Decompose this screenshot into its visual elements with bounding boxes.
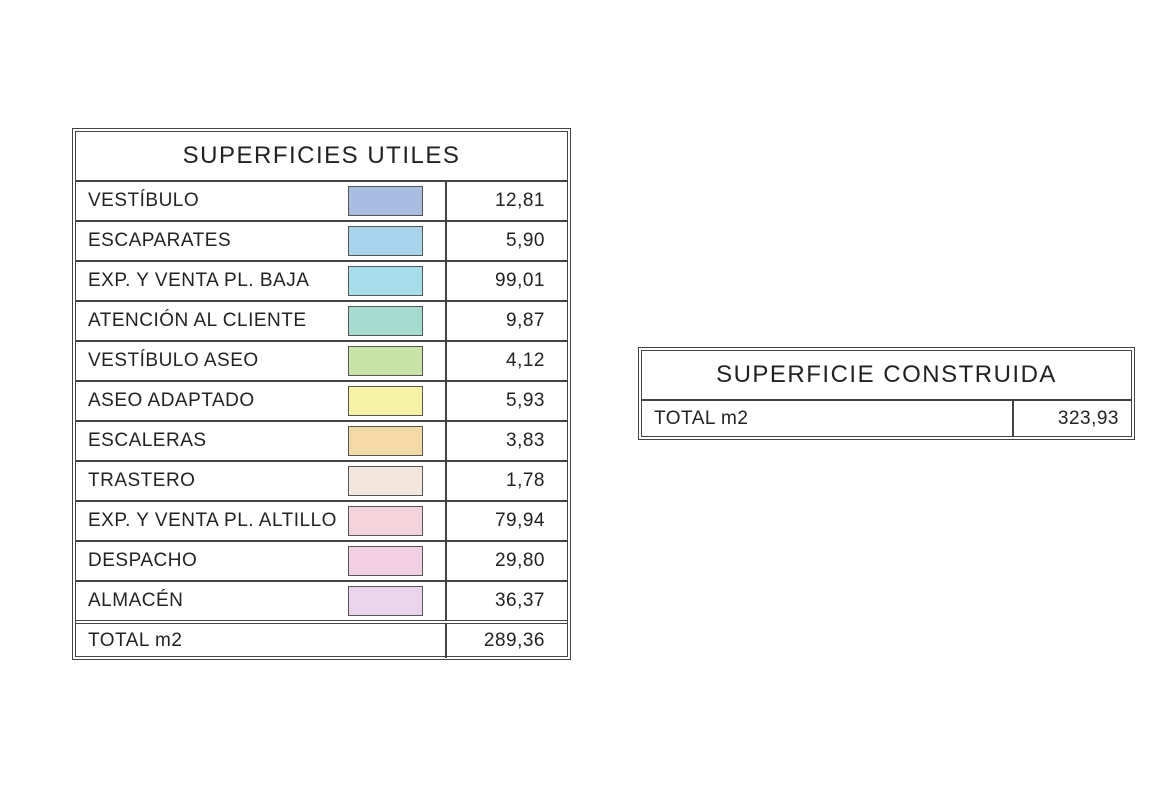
row-line: [76, 260, 567, 262]
color-swatch: [348, 266, 423, 296]
total-label: TOTAL m2: [88, 630, 183, 651]
area-value: 12,81: [445, 182, 567, 220]
area-value: 5,93: [445, 382, 567, 420]
row-line: [76, 540, 567, 542]
area-value: 99,01: [445, 262, 567, 300]
color-swatch: [348, 186, 423, 216]
color-swatch: [348, 586, 423, 616]
area-label: VESTÍBULO: [88, 190, 200, 211]
color-swatch: [348, 466, 423, 496]
table-title: SUPERFICIES UTILES: [182, 142, 461, 169]
row-line: [76, 420, 567, 422]
row-line: [76, 580, 567, 582]
area-label: TRASTERO: [88, 470, 196, 491]
area-label: EXP. Y VENTA PL. ALTILLO: [88, 510, 337, 531]
color-swatch: [348, 546, 423, 576]
area-label: ALMACÉN: [88, 590, 184, 611]
area-value: 1,78: [445, 462, 567, 500]
row-line: [76, 620, 567, 624]
area-value: 9,87: [445, 302, 567, 340]
total-value: 289,36: [445, 624, 567, 658]
area-label: ESCAPARATES: [88, 230, 232, 251]
area-label: ASEO ADAPTADO: [88, 390, 255, 411]
row-line: [76, 180, 567, 182]
row-line: [76, 500, 567, 502]
color-swatch: [348, 506, 423, 536]
color-swatch: [348, 426, 423, 456]
row-line: [642, 399, 1131, 401]
color-swatch: [348, 386, 423, 416]
area-value: 79,94: [445, 502, 567, 540]
row-line: [76, 340, 567, 342]
color-swatch: [348, 346, 423, 376]
area-value: 29,80: [445, 542, 567, 580]
area-label: VESTÍBULO ASEO: [88, 350, 259, 371]
area-value: 4,12: [445, 342, 567, 380]
row-line: [76, 220, 567, 222]
built-area-table: SUPERFICIE CONSTRUIDA TOTAL m2 323,93: [638, 347, 1135, 440]
total-value: 323,93: [1012, 401, 1131, 436]
useful-areas-table: SUPERFICIES UTILES VESTÍBULO 12,81 ESCAPAR…: [72, 128, 571, 660]
area-value: 5,90: [445, 222, 567, 260]
row-line: [76, 380, 567, 382]
row-line: [76, 460, 567, 462]
total-label: TOTAL m2: [654, 407, 749, 429]
table-title: SUPERFICIE CONSTRUIDA: [716, 361, 1057, 388]
row-line: [76, 300, 567, 302]
area-label: ESCALERAS: [88, 430, 207, 451]
area-label: DESPACHO: [88, 550, 198, 571]
color-swatch: [348, 306, 423, 336]
area-value: 3,83: [445, 422, 567, 460]
color-swatch: [348, 226, 423, 256]
area-label: ATENCIÓN AL CLIENTE: [88, 310, 307, 331]
area-value: 36,37: [445, 582, 567, 620]
area-label: EXP. Y VENTA PL. BAJA: [88, 270, 310, 291]
